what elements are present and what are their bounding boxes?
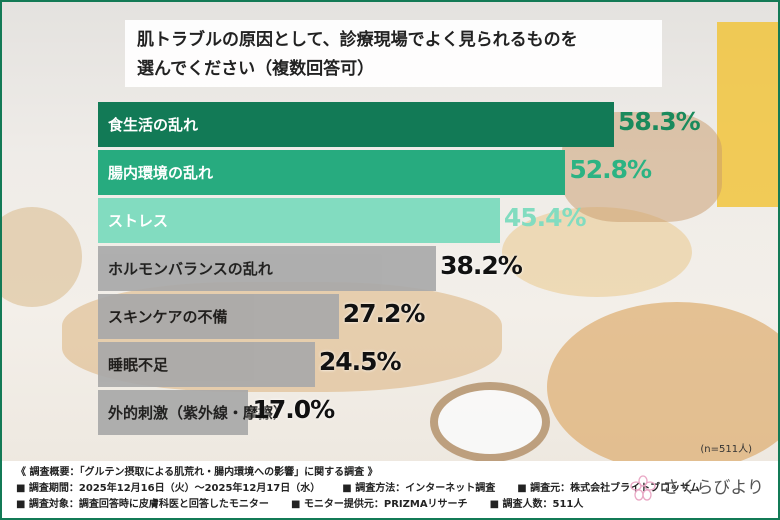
bar: ホルモンバランスの乱れ	[98, 246, 437, 291]
bar: 腸内環境の乱れ	[98, 150, 566, 195]
category-label: 外的刺激（紫外線・摩擦）	[108, 404, 289, 422]
survey-target: ■ 調査対象：調査回答時に皮膚科医と回答したモニター	[16, 499, 269, 510]
category-label: ストレス	[108, 212, 169, 230]
title-line-1: 肌トラブルの原因として、診療現場でよく見られるものを	[137, 30, 578, 50]
bar: 外的刺激（紫外線・摩擦）	[98, 390, 288, 435]
brand-name: さくらびより	[662, 478, 764, 498]
brand-logo: さくらびより	[630, 475, 764, 501]
chart-title: 肌トラブルの原因として、診療現場でよく見られるものを 選んでください（複数回答可…	[125, 20, 662, 87]
pizza-image	[547, 302, 778, 472]
flour-bowl-image	[430, 382, 550, 462]
value-label: 45.4%	[503, 203, 587, 232]
survey-source: ■ 調査元：株式会社ブライトブロッサム	[517, 483, 700, 494]
category-label: 睡眠不足	[108, 356, 169, 374]
survey-overview: 《 調査概要：「グルテン摂取による肌荒れ・腸内環境への影響」に関する調査 》	[16, 467, 378, 478]
category-label: ホルモンバランスの乱れ	[108, 260, 273, 278]
cereal-box-image	[717, 22, 778, 207]
bar: ストレス	[98, 198, 500, 243]
value-label: 24.5%	[318, 347, 402, 376]
bar: スキンケアの不備	[98, 294, 339, 339]
value-label: 58.3%	[618, 107, 701, 136]
category-label: 食生活の乱れ	[108, 116, 199, 134]
survey-footer: 《 調査概要：「グルテン摂取による肌荒れ・腸内環境への影響」に関する調査 》 ■…	[2, 461, 778, 518]
category-label: 腸内環境の乱れ	[108, 164, 214, 182]
survey-period: ■ 調査期間：2025年12月16日（火）～2025年12月17日（水）	[16, 483, 321, 494]
value-label: 27.2%	[342, 299, 426, 328]
title-line-2: 選んでください（複数回答可）	[137, 59, 375, 79]
value-label: 52.8%	[569, 155, 652, 184]
bar: 睡眠不足	[98, 342, 315, 387]
pasta-bowl-image	[2, 207, 82, 307]
sakura-flower-icon	[630, 475, 656, 501]
footer-row-2: ■ 調査期間：2025年12月16日（火）～2025年12月17日（水） ■ 調査…	[16, 481, 764, 497]
survey-method: ■ 調査方法：インターネット調査	[342, 483, 496, 494]
value-label: 38.2%	[440, 251, 523, 280]
footer-row-3: ■ 調査対象：調査回答時に皮膚科医と回答したモニター ■ モニター提供元：PRIZ…	[16, 497, 764, 513]
pasta-plate-image	[502, 207, 692, 297]
category-label: スキンケアの不備	[108, 308, 228, 326]
sample-size-note: (n=511人)	[700, 444, 752, 455]
survey-count: ■ 調査人数：511人	[489, 499, 584, 510]
monitor-provider: ■ モニター提供元：PRIZMAリサーチ	[290, 499, 468, 510]
bar: 食生活の乱れ	[98, 102, 614, 147]
value-label: 17.0%	[252, 395, 335, 424]
